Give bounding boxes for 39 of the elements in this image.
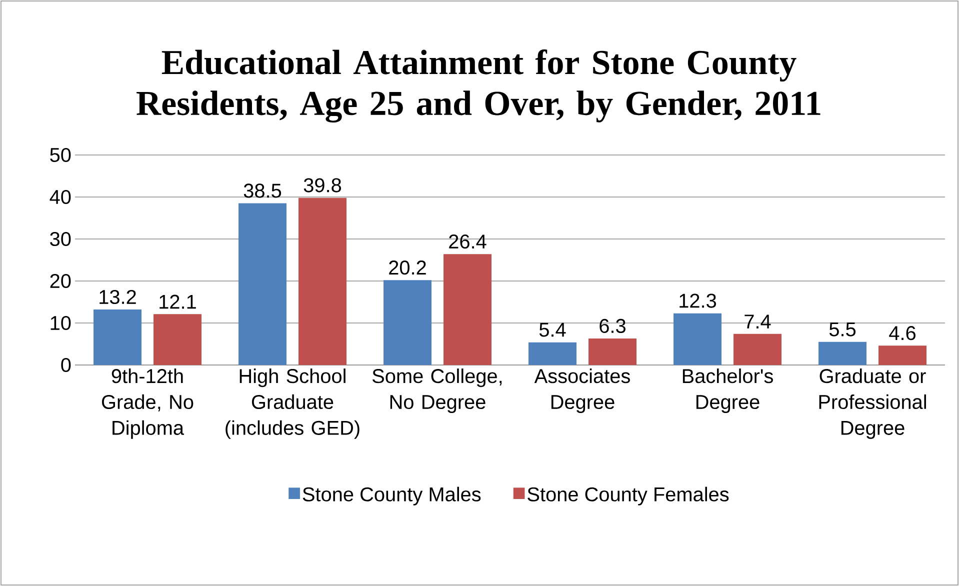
x-tick-label: 9th-12th Grade, No Diploma (102, 368, 194, 439)
legend-label: Stone County Males (302, 486, 481, 506)
x-tick-label: Bachelor's Degree (682, 368, 773, 413)
bar (734, 334, 782, 365)
legend-label: Stone County Females (528, 486, 729, 506)
data-label: 38.5 (244, 184, 282, 198)
y-tick-label: 40 (50, 190, 71, 204)
data-label: 12.3 (680, 294, 716, 308)
data-label: 26.4 (449, 234, 486, 249)
x-tick-label: High School Graduate (includes GED) (226, 368, 360, 439)
data-label: 5.4 (539, 322, 566, 337)
data-label: 5.5 (829, 322, 856, 336)
data-label: 13.2 (100, 290, 136, 304)
bar (94, 310, 142, 365)
data-label: 12.1 (160, 294, 196, 309)
y-tick-label: 20 (50, 274, 71, 288)
data-label: 7.4 (744, 314, 771, 328)
data-label: 39.8 (304, 178, 342, 192)
x-tick-label: Some College, No Degree (372, 368, 502, 413)
bar (674, 313, 722, 365)
y-tick-label: 0 (61, 358, 71, 372)
bar (818, 342, 867, 365)
bar (588, 338, 637, 365)
bar (238, 203, 286, 365)
y-tick-label: 10 (50, 316, 71, 330)
data-label: 6.3 (600, 318, 626, 334)
bar (878, 346, 927, 365)
x-tick-label: Associates Degree (534, 368, 630, 413)
chart-title: Educational Attainment for Stone County Residents, Age 25 and Over, by Gender, 2011 (136, 49, 820, 123)
bar (298, 198, 347, 365)
bar (528, 342, 577, 365)
bar (444, 254, 492, 365)
data-label: 20.2 (389, 260, 426, 275)
data-label: 4.6 (889, 326, 916, 340)
y-tick-label: 50 (50, 148, 71, 162)
bar (154, 314, 202, 365)
x-tick-label: Graduate or Professional Degree (819, 368, 926, 439)
y-tick-label: 30 (50, 232, 71, 246)
bar (384, 280, 432, 365)
